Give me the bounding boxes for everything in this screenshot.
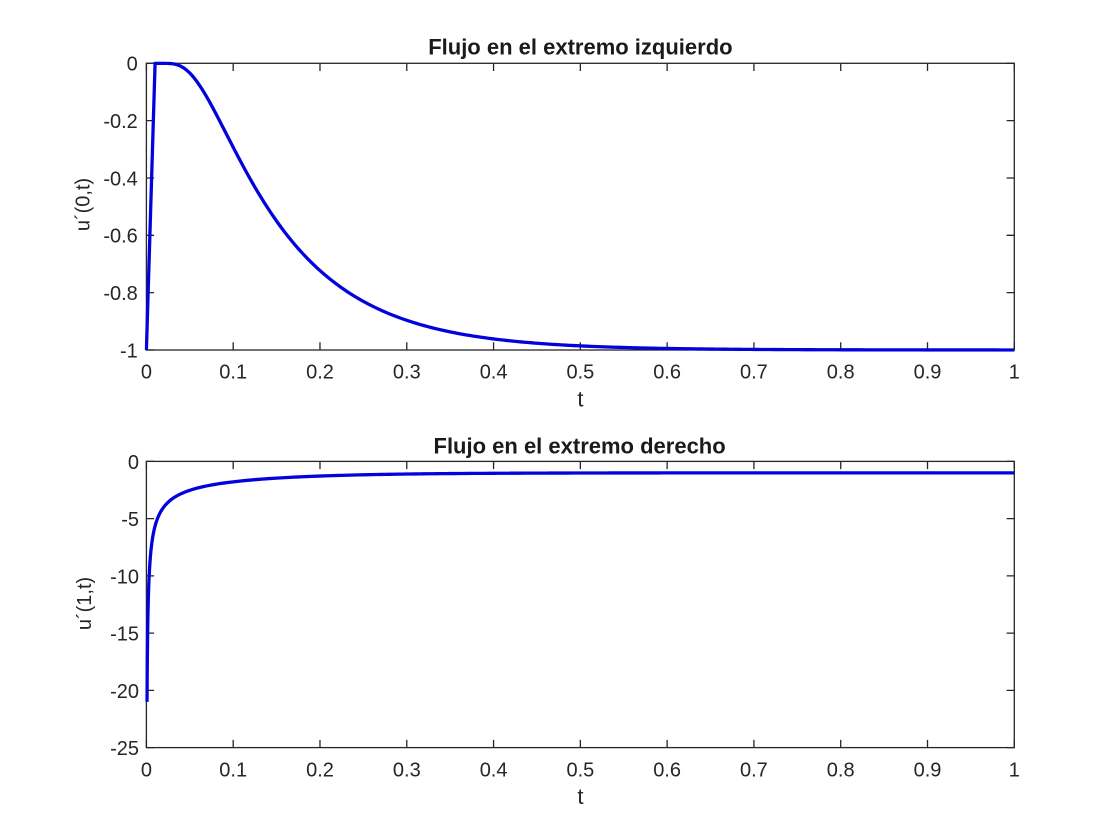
svg-text:0.3: 0.3: [393, 362, 421, 384]
svg-text:0.7: 0.7: [740, 362, 768, 384]
svg-text:-25: -25: [110, 738, 139, 760]
svg-text:0.2: 0.2: [306, 362, 334, 384]
svg-text:0.6: 0.6: [653, 362, 681, 384]
svg-text:0.3: 0.3: [393, 759, 421, 781]
svg-text:-20: -20: [110, 681, 139, 703]
svg-text:u´(1,t): u´(1,t): [74, 577, 96, 630]
svg-text:0: 0: [128, 452, 139, 474]
svg-text:0.6: 0.6: [653, 759, 681, 781]
svg-text:-15: -15: [110, 624, 139, 646]
svg-text:1: 1: [1009, 362, 1020, 384]
svg-text:-0.4: -0.4: [103, 168, 137, 190]
svg-text:-0.2: -0.2: [103, 111, 137, 133]
svg-text:0.2: 0.2: [306, 759, 334, 781]
svg-text:0.8: 0.8: [827, 759, 855, 781]
svg-text:Flujo en el extremo izquierdo: Flujo en el extremo izquierdo: [428, 35, 732, 60]
svg-text:-10: -10: [110, 566, 139, 588]
svg-text:0: 0: [141, 759, 152, 781]
svg-text:0.4: 0.4: [480, 759, 508, 781]
svg-text:-0.8: -0.8: [103, 283, 137, 305]
svg-text:0.1: 0.1: [219, 759, 247, 781]
svg-text:0.9: 0.9: [914, 362, 942, 384]
svg-text:t: t: [577, 386, 583, 411]
svg-text:u´(0,t): u´(0,t): [73, 178, 95, 231]
svg-text:0.8: 0.8: [827, 362, 855, 384]
svg-text:0.7: 0.7: [740, 759, 768, 781]
svg-text:0.5: 0.5: [566, 759, 594, 781]
svg-text:t: t: [577, 784, 583, 809]
svg-text:-1: -1: [120, 340, 138, 362]
svg-text:0: 0: [127, 54, 138, 76]
svg-text:Flujo en el extremo derecho: Flujo en el extremo derecho: [434, 434, 726, 459]
svg-text:1: 1: [1009, 759, 1020, 781]
svg-text:0.1: 0.1: [219, 362, 247, 384]
svg-text:-0.6: -0.6: [103, 226, 137, 248]
svg-text:0.4: 0.4: [480, 362, 508, 384]
svg-text:0.5: 0.5: [566, 362, 594, 384]
svg-text:0.9: 0.9: [914, 759, 942, 781]
svg-text:-5: -5: [121, 509, 139, 531]
svg-text:0: 0: [141, 362, 152, 384]
